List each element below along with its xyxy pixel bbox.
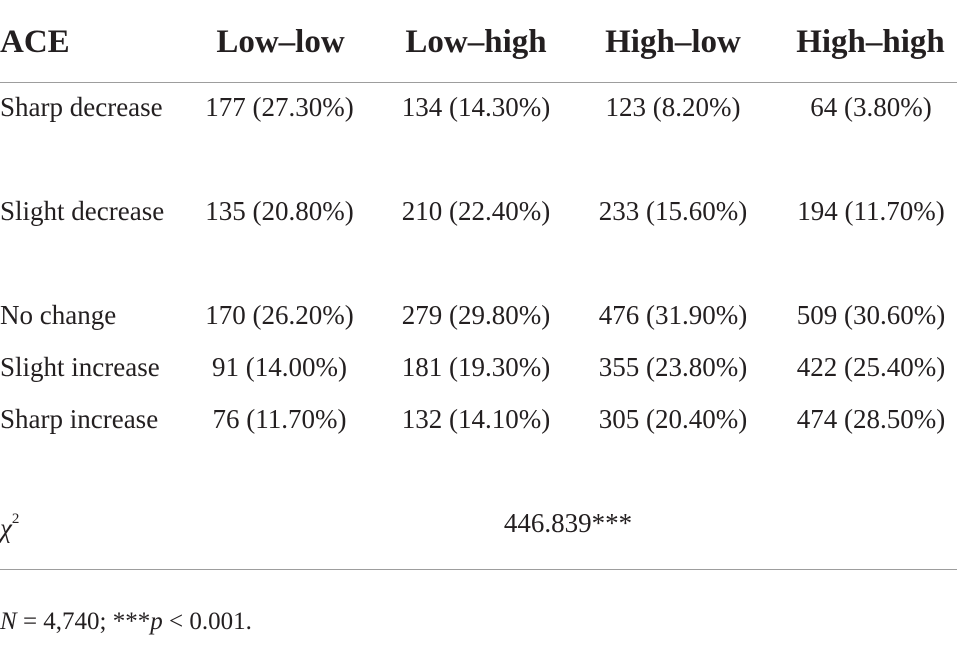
footnote-n-text: = 4,740; ***	[16, 608, 151, 635]
table-cell: 123 (8.20%)	[605, 92, 741, 122]
table-cell: 509 (30.60%)	[796, 300, 946, 330]
table-footnote: N = 4,740; ***p < 0.001.	[0, 602, 252, 642]
row-label-slight-decrease: Slight decrease	[0, 196, 165, 226]
chi-superscript: 2	[11, 511, 20, 527]
table-cell: 134 (14.30%)	[401, 92, 551, 122]
table-cell: 76 (11.70%)	[212, 404, 347, 434]
table-cell: 170 (26.20%)	[205, 300, 354, 330]
footnote-p-symbol: p	[150, 608, 163, 635]
header-rule	[0, 82, 957, 83]
table-cell: 132 (14.10%)	[401, 404, 551, 434]
table-row: Sharp decrease 177 (27.30%) 134 (14.30%)…	[0, 81, 957, 185]
row-label-sharp-increase: Sharp increase	[0, 404, 159, 434]
header-high-low: High–low	[605, 24, 741, 60]
table-cell: 474 (28.50%)	[796, 404, 946, 434]
chi-symbol: χ	[0, 513, 12, 543]
table-cell: 355 (23.80%)	[598, 352, 748, 382]
row-label-slight-increase: Slight increase	[0, 352, 160, 382]
table-row: Slight increase 91 (14.00%) 181 (19.30%)…	[0, 341, 957, 393]
data-table: ACE Low–low Low–high High–low High–high …	[0, 0, 957, 570]
table-row: Slight decrease 135 (20.80%) 210 (22.40%…	[0, 185, 957, 289]
table-cell: 181 (19.30%)	[401, 352, 551, 382]
header-low-low: Low–low	[216, 24, 345, 60]
chi-square-row: χ2 446.839***	[0, 497, 957, 549]
table-header-row: ACE Low–low Low–high High–low High–high	[0, 0, 957, 82]
table-cell: 210 (22.40%)	[401, 196, 551, 226]
table-cell: 64 (3.80%)	[810, 92, 932, 122]
table-cell: 91 (14.00%)	[212, 352, 347, 382]
table-cell: 279 (29.80%)	[401, 300, 551, 330]
row-label-sharp-decrease: Sharp decrease	[0, 92, 163, 122]
header-low-high: Low–high	[405, 24, 547, 60]
table-cell: 476 (31.90%)	[598, 300, 748, 330]
table-cell: 233 (15.60%)	[598, 196, 748, 226]
table-cell: 194 (11.70%)	[797, 196, 945, 226]
header-ace: ACE	[0, 24, 70, 60]
header-high-high: High–high	[796, 24, 945, 60]
bottom-rule	[0, 569, 957, 570]
table-row: No change 170 (26.20%) 279 (29.80%) 476 …	[0, 289, 957, 341]
chi-square-value: 446.839***	[503, 508, 633, 538]
table-cell: 422 (25.40%)	[796, 352, 946, 382]
table-cell: 177 (27.30%)	[205, 92, 354, 122]
row-label-no-change: No change	[0, 300, 117, 330]
table-row: Sharp increase 76 (11.70%) 132 (14.10%) …	[0, 393, 957, 497]
chi-square-label: χ2	[0, 497, 19, 554]
footnote-p-text: < 0.001.	[162, 608, 252, 635]
footnote-n-symbol: N	[0, 608, 17, 635]
table-cell: 305 (20.40%)	[598, 404, 748, 434]
table-cell: 135 (20.80%)	[205, 196, 354, 226]
